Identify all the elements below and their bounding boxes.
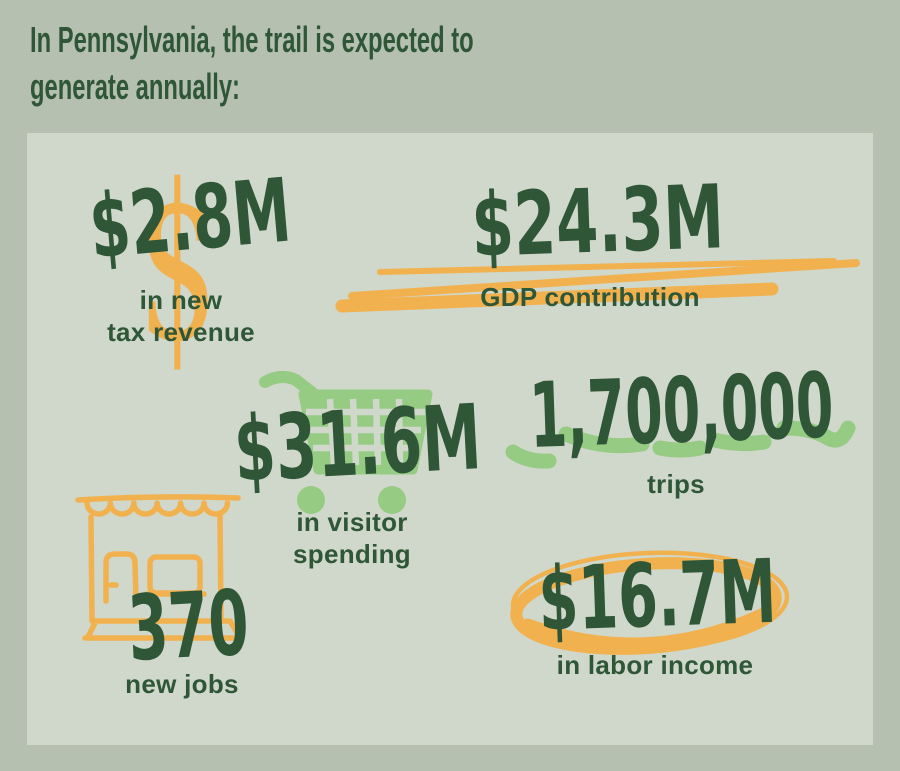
visitor-spending-label-line1: in visitor: [296, 507, 408, 537]
new-jobs-label: new jobs: [125, 669, 239, 699]
visitor-spending-label: in visitor spending: [252, 506, 452, 570]
storefront-icon: [75, 494, 244, 641]
gdp-label: GDP contribution: [480, 282, 700, 312]
gdp-value: $24.3M: [469, 165, 726, 277]
trips-value: 1,700,000: [527, 353, 836, 469]
tax-revenue-label: in new tax revenue: [81, 284, 281, 348]
visitor-spending-label-line2: spending: [293, 539, 411, 569]
tax-revenue-value: $2.8M: [85, 158, 295, 279]
dollar-sign-icon: $: [138, 138, 218, 389]
new-jobs-value: 370: [125, 570, 252, 682]
page-title: In Pennsylvania, the trail is expected t…: [30, 16, 474, 110]
footprints-icon: [505, 420, 856, 469]
labor-income-value: $16.7M: [536, 539, 779, 651]
highlight-strokes-icon: [335, 258, 860, 313]
visitor-spending-value: $31.6M: [231, 385, 484, 503]
tax-revenue-label-line2: tax revenue: [107, 317, 255, 347]
labor-income-label: in labor income: [556, 650, 754, 680]
title-line-1: In Pennsylvania, the trail is expected t…: [30, 19, 474, 60]
highlight-oval-icon: [510, 550, 790, 655]
shopping-cart-icon: [259, 371, 433, 514]
tax-revenue-label-line1: in new: [139, 285, 223, 315]
trips-label: trips: [647, 469, 705, 499]
title-line-2: generate annually:: [30, 66, 240, 107]
